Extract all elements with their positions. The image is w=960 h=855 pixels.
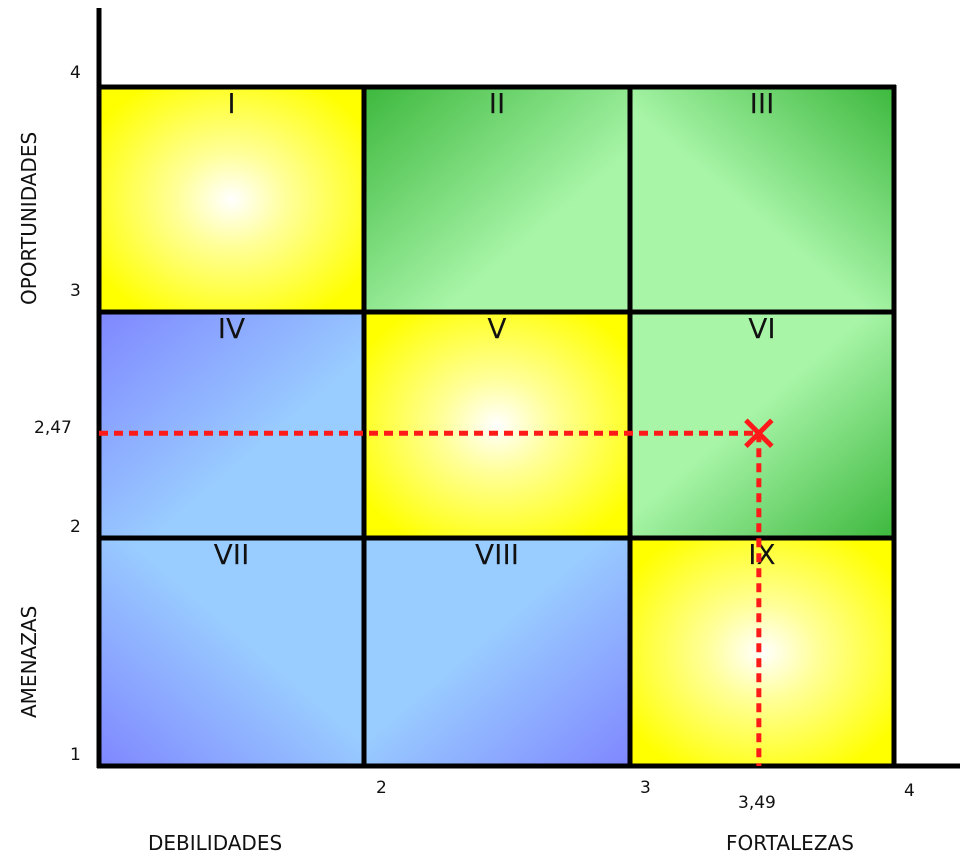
cell-iv (99, 312, 364, 538)
cell-ix (630, 538, 894, 766)
cell-vi (630, 312, 894, 538)
x-tick-4: 4 (904, 781, 915, 801)
x-tick-3: 3 (640, 778, 651, 798)
cell-v (364, 312, 630, 538)
point-marker-x-b (744, 418, 774, 449)
cell-label-v: V (487, 312, 506, 345)
cell-label-vi: VI (748, 312, 775, 345)
point-y-label: 2,47 (34, 418, 72, 438)
y-tick-3: 3 (70, 281, 81, 301)
y-tick-2: 2 (70, 517, 81, 537)
x-axis-title-high: FORTALEZAS (726, 831, 854, 855)
cell-i (99, 87, 364, 312)
y-tick-1: 1 (70, 745, 81, 765)
cell-iii (630, 87, 894, 312)
x-tick-2: 2 (376, 778, 387, 798)
cell-label-viii: VIII (475, 538, 519, 571)
y-axis-title-high: OPORTUNIDADES (17, 132, 41, 305)
cell-label-ii: II (489, 87, 506, 120)
cell-label-iii: III (750, 87, 775, 120)
cell-label-vii: VII (214, 538, 250, 571)
cell-ii (364, 87, 630, 312)
cell-label-iv: IV (218, 312, 245, 345)
matrix-cells (99, 87, 894, 766)
cell-label-ix: IX (748, 538, 775, 571)
cell-label-i: I (227, 87, 235, 120)
position-point (99, 418, 774, 766)
y-axis-title-low: AMENAZAS (17, 606, 41, 718)
y-tick-4: 4 (70, 63, 81, 83)
point-x-label: 3,49 (738, 793, 776, 813)
matrix-grid (97, 84, 897, 768)
cell-vii (99, 538, 364, 766)
cell-viii (364, 538, 630, 766)
x-axis-title-low: DEBILIDADES (148, 831, 282, 855)
